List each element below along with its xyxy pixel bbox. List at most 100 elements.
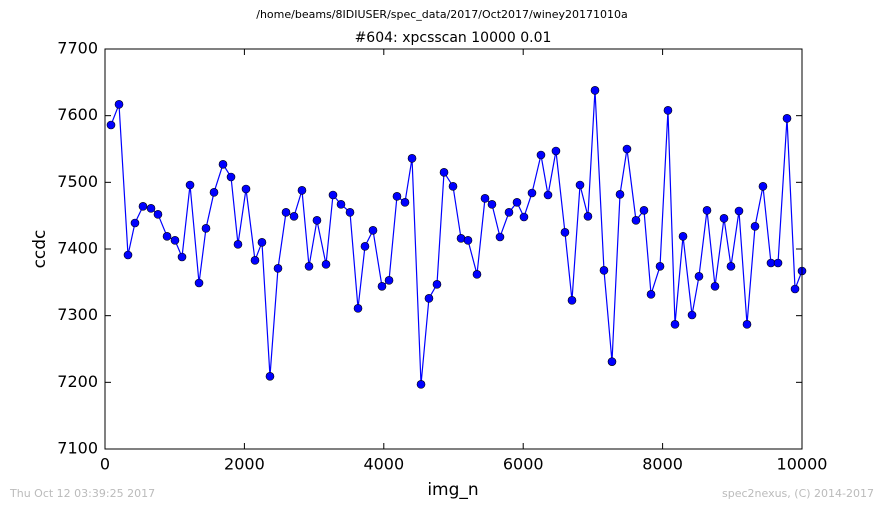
data-point bbox=[472, 270, 482, 279]
data-point bbox=[336, 200, 346, 209]
x-tick-label: 0 bbox=[100, 455, 110, 474]
y-tick-label: 7200 bbox=[57, 372, 98, 391]
data-point bbox=[512, 198, 522, 207]
data-point bbox=[710, 282, 720, 291]
data-point bbox=[773, 258, 783, 268]
data-point bbox=[368, 226, 378, 235]
data-point bbox=[146, 204, 156, 213]
footer-left: Thu Oct 12 03:39:25 2017 bbox=[9, 487, 155, 500]
chart-title: #604: xpcsscan 10000 0.01 bbox=[355, 30, 552, 46]
x-tick-label: 10000 bbox=[777, 455, 828, 474]
data-point bbox=[750, 222, 760, 231]
y-tick-label: 7100 bbox=[57, 439, 98, 458]
y-tick-label: 7700 bbox=[57, 39, 98, 58]
data-point bbox=[162, 232, 172, 241]
data-point bbox=[241, 184, 251, 194]
footer-right: spec2nexus, (C) 2014-2017 bbox=[722, 487, 874, 500]
data-point bbox=[250, 256, 260, 265]
data-point bbox=[218, 160, 228, 169]
data-point bbox=[138, 202, 148, 211]
data-point bbox=[536, 150, 546, 160]
data-point bbox=[201, 224, 211, 233]
data-point bbox=[702, 206, 712, 215]
data-point bbox=[257, 238, 267, 247]
data-point bbox=[599, 266, 609, 275]
y-axis-label: ccdc bbox=[30, 230, 50, 269]
data-point bbox=[726, 262, 736, 271]
data-point bbox=[400, 198, 410, 207]
data-point bbox=[480, 194, 490, 203]
data-point bbox=[123, 250, 133, 260]
suptitle: /home/beams/8IDIUSER/spec_data/2017/Oct2… bbox=[256, 8, 628, 21]
data-point bbox=[384, 276, 394, 285]
data-point bbox=[622, 144, 632, 154]
x-axis-label: img_n bbox=[427, 480, 478, 500]
data-point bbox=[209, 188, 219, 197]
data-point bbox=[583, 212, 593, 221]
data-point bbox=[655, 262, 665, 271]
data-point bbox=[575, 180, 585, 190]
x-tick-label: 8000 bbox=[642, 455, 683, 474]
data-point bbox=[439, 168, 449, 177]
data-point bbox=[646, 290, 656, 299]
data-point bbox=[432, 280, 442, 289]
data-point bbox=[639, 206, 649, 215]
data-point bbox=[106, 120, 116, 130]
data-point bbox=[463, 236, 473, 245]
plot-frame bbox=[104, 48, 803, 450]
data-point bbox=[114, 100, 124, 109]
data-point bbox=[185, 180, 195, 190]
data-point bbox=[719, 214, 729, 223]
data-point bbox=[504, 208, 514, 217]
data-point bbox=[304, 262, 314, 271]
data-point bbox=[519, 212, 529, 222]
data-point bbox=[416, 380, 426, 389]
series-line bbox=[110, 90, 803, 385]
data-point bbox=[687, 310, 697, 320]
x-tick-label: 6000 bbox=[503, 455, 544, 474]
y-tick-label: 7500 bbox=[57, 172, 98, 191]
data-point bbox=[551, 146, 561, 156]
data-point bbox=[312, 216, 322, 225]
data-point bbox=[487, 200, 497, 209]
data-point bbox=[631, 216, 641, 225]
data-point bbox=[790, 284, 800, 294]
x-tick-label: 4000 bbox=[363, 455, 404, 474]
y-tick-label: 7300 bbox=[57, 305, 98, 324]
data-point bbox=[377, 282, 387, 291]
data-point bbox=[130, 218, 140, 228]
data-point bbox=[345, 208, 355, 217]
data-point bbox=[758, 182, 768, 191]
data-point bbox=[281, 208, 291, 217]
data-point bbox=[670, 320, 680, 329]
data-point bbox=[328, 190, 338, 200]
data-point bbox=[297, 186, 307, 195]
data-point bbox=[265, 372, 275, 381]
data-point bbox=[353, 304, 363, 313]
y-tick-label: 7600 bbox=[57, 105, 98, 124]
y-tick-label: 7400 bbox=[57, 239, 98, 258]
data-point bbox=[448, 182, 458, 191]
data-point bbox=[177, 252, 187, 262]
data-point bbox=[194, 278, 204, 288]
x-tick-label: 2000 bbox=[224, 455, 265, 474]
data-point bbox=[170, 236, 180, 245]
data-point bbox=[495, 232, 505, 242]
data-point bbox=[424, 294, 434, 303]
data-point bbox=[407, 154, 417, 163]
data-point bbox=[233, 240, 243, 249]
data-point bbox=[782, 114, 792, 123]
data-point bbox=[543, 190, 553, 200]
data-point bbox=[742, 320, 752, 329]
data-point bbox=[321, 260, 331, 269]
data-point bbox=[678, 232, 688, 241]
data-point bbox=[734, 206, 744, 216]
data-point bbox=[527, 188, 537, 198]
data-point bbox=[615, 190, 625, 199]
data-point bbox=[567, 296, 577, 305]
data-point bbox=[663, 106, 673, 115]
data-point bbox=[273, 264, 283, 273]
data-point bbox=[694, 272, 704, 281]
